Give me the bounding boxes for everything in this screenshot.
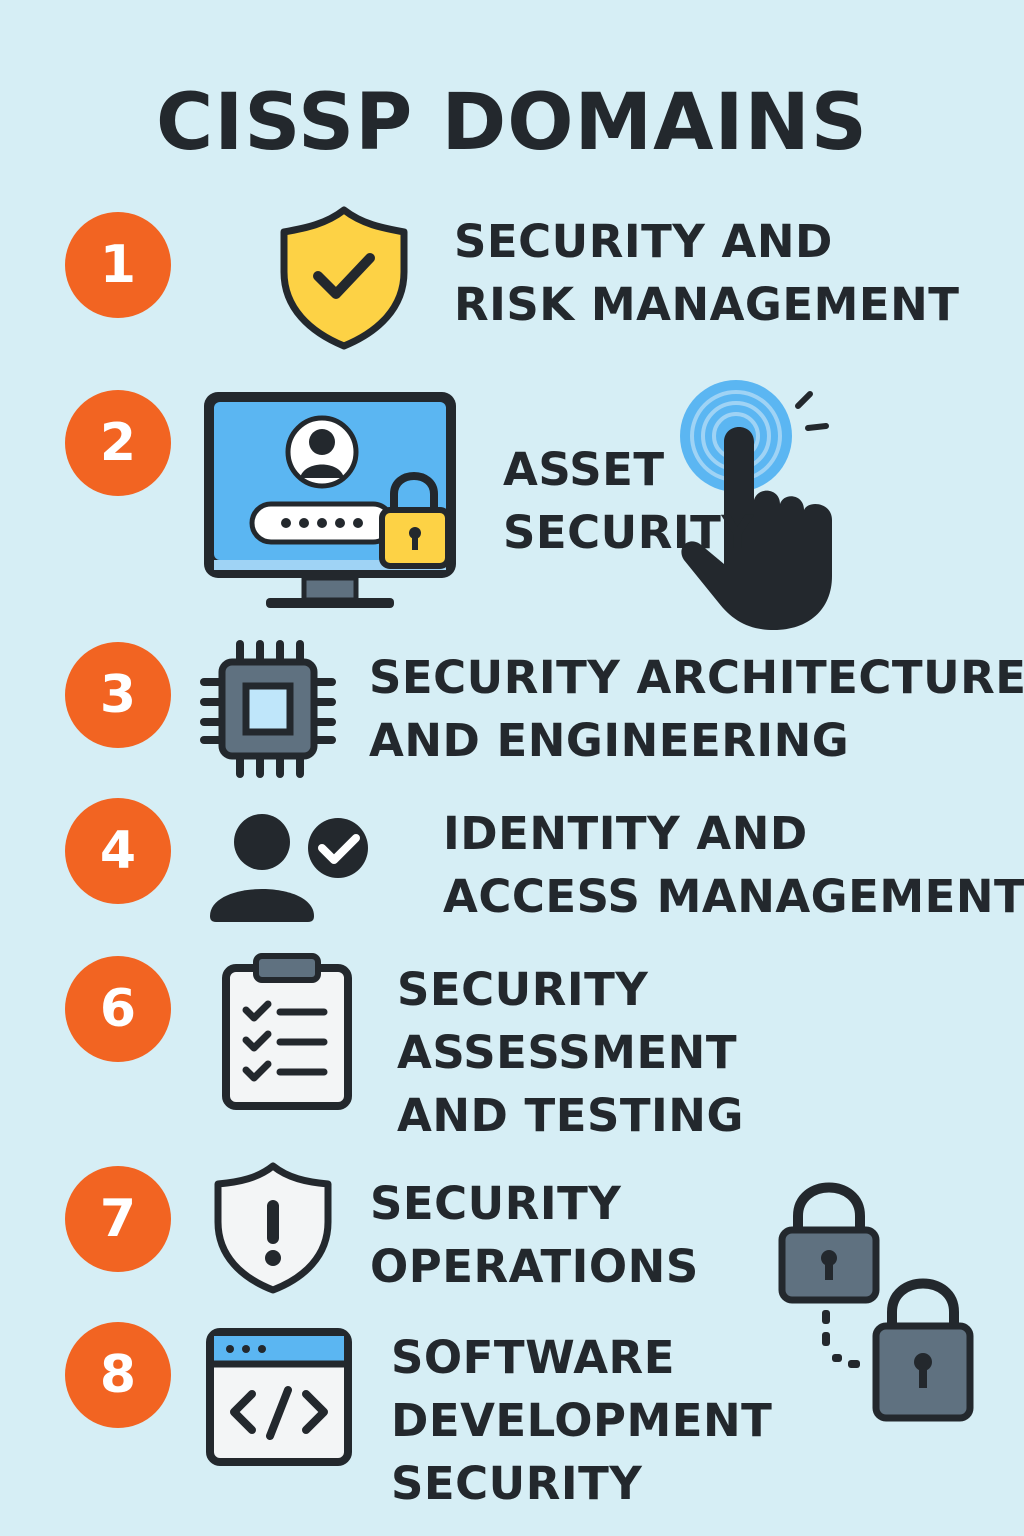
chip-icon bbox=[200, 640, 336, 778]
domain-number-badge: 1 bbox=[65, 212, 171, 318]
fingerprint-touch-icon bbox=[680, 380, 832, 630]
domain-number-badge: 7 bbox=[65, 1166, 171, 1272]
user-verified-icon bbox=[210, 814, 368, 922]
domain-label: ASSET SECURITY bbox=[503, 443, 755, 559]
domain-label: SECURITY AND RISK MANAGEMENT bbox=[454, 215, 960, 331]
shield-check-icon bbox=[280, 206, 408, 350]
domain-label: SECURITY ASSESSMENT AND TESTING bbox=[397, 963, 744, 1142]
domain-label: SOFTWARE DEVELOPMENT SECURITY bbox=[391, 1331, 773, 1510]
checklist-icon bbox=[222, 953, 352, 1110]
code-window-icon bbox=[206, 1328, 352, 1466]
domain-number-badge: 2 bbox=[65, 390, 171, 496]
domain-number-badge: 4 bbox=[65, 798, 171, 904]
padlock-icon bbox=[778, 1182, 974, 1422]
domain-number-badge: 6 bbox=[65, 956, 171, 1062]
domain-label: SECURITY OPERATIONS bbox=[370, 1177, 699, 1293]
monitor-login-icon bbox=[204, 392, 456, 608]
domain-label: IDENTITY AND ACCESS MANAGEMENT bbox=[443, 807, 1024, 923]
page-title: CISSP DOMAINS bbox=[156, 78, 868, 168]
shield-alert-icon bbox=[214, 1162, 332, 1294]
domain-label: SECURITY ARCHITECTURE AND ENGINEERING bbox=[369, 651, 1024, 767]
domain-number-badge: 3 bbox=[65, 642, 171, 748]
domain-number-badge: 8 bbox=[65, 1322, 171, 1428]
